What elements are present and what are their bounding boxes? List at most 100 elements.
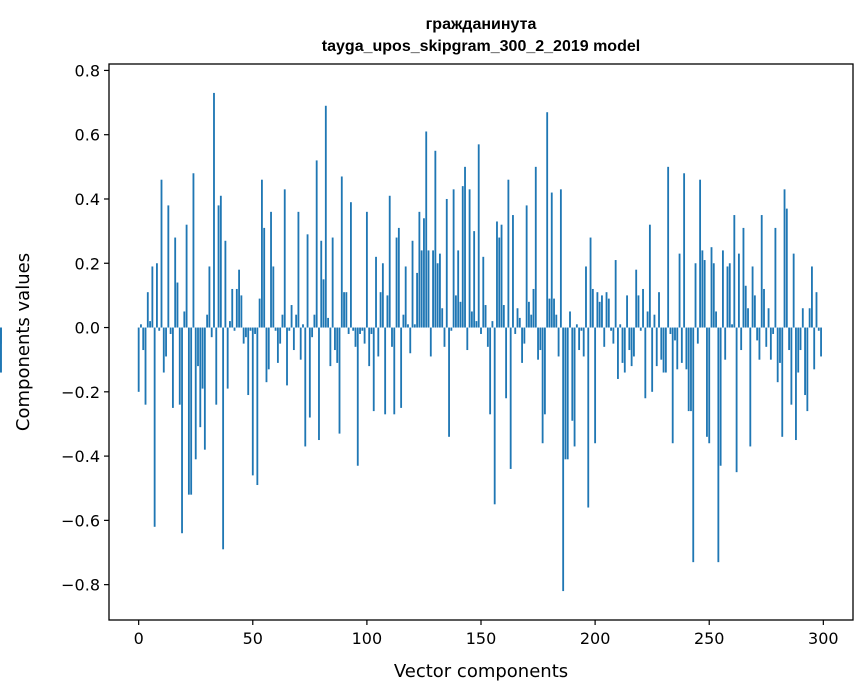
bar [779, 327, 781, 363]
bar [441, 308, 444, 328]
bar [450, 327, 453, 331]
bar [630, 327, 633, 367]
x-tick-label: 50 [243, 629, 263, 648]
bar [772, 327, 775, 334]
bar [208, 266, 211, 328]
bar [404, 266, 407, 328]
bar [461, 186, 464, 328]
bar [363, 327, 366, 344]
bar [724, 327, 727, 360]
bar [423, 218, 425, 328]
bar [151, 266, 154, 328]
bar [585, 266, 587, 328]
bar [288, 327, 291, 331]
bar [502, 305, 505, 328]
bar [658, 292, 660, 328]
bar [735, 327, 738, 473]
bar [377, 327, 380, 357]
bar [811, 266, 813, 328]
bar [562, 327, 565, 592]
bar [352, 327, 355, 331]
bar [167, 205, 170, 328]
bar [596, 292, 599, 328]
bar [137, 327, 140, 392]
bar [368, 327, 371, 367]
bar [706, 327, 708, 437]
bar [251, 327, 254, 476]
bar [473, 231, 476, 328]
bar [409, 327, 412, 354]
bar [217, 205, 220, 328]
bar [587, 327, 590, 508]
bar [733, 215, 736, 328]
bar [466, 327, 469, 351]
bar [710, 247, 713, 328]
bar [402, 314, 405, 328]
bar [553, 298, 555, 328]
bar [247, 327, 250, 396]
bar [199, 327, 202, 428]
bar [146, 292, 149, 328]
y-tick-label: −0.6 [61, 511, 100, 530]
bar [685, 327, 688, 370]
bar [548, 298, 551, 328]
x-tick-label: 250 [694, 629, 725, 648]
bar [514, 327, 517, 334]
bar [717, 327, 720, 563]
bar [781, 327, 784, 437]
bar [804, 327, 806, 396]
bar [457, 250, 460, 328]
y-tick-label: −0.2 [61, 383, 100, 402]
bar [486, 327, 489, 347]
bar [753, 295, 756, 328]
bar [395, 237, 398, 328]
bar [653, 314, 656, 328]
bar [411, 240, 414, 328]
bar [219, 195, 222, 328]
bar [722, 250, 724, 328]
bar [546, 112, 549, 328]
bar [270, 211, 272, 328]
bar [359, 327, 361, 334]
bar [607, 298, 610, 328]
bar [578, 327, 581, 351]
bar [573, 327, 576, 447]
bar [601, 295, 603, 328]
bar [543, 327, 546, 415]
bar [425, 131, 428, 328]
bar [0, 327, 2, 373]
bar [235, 288, 238, 328]
bar [482, 256, 485, 328]
x-tick-label: 0 [134, 629, 144, 648]
bar [381, 263, 384, 328]
bar [525, 205, 528, 328]
bar [468, 189, 471, 328]
bar [249, 327, 252, 331]
chart-subtitle: tayga_upos_skipgram_300_2_2019 model [322, 38, 640, 55]
bar [696, 327, 699, 344]
bar [201, 327, 204, 389]
bar [407, 324, 409, 328]
bar [582, 327, 585, 357]
bar [498, 237, 501, 328]
bar [190, 327, 193, 495]
y-tick-label: 0.2 [75, 254, 100, 273]
bar [635, 269, 638, 328]
bar [756, 327, 759, 341]
bar [532, 288, 535, 328]
bar [459, 301, 462, 328]
bar [790, 327, 793, 405]
bar [646, 311, 649, 328]
bar [379, 292, 382, 328]
bar [507, 179, 510, 328]
bar [464, 166, 466, 328]
bar [642, 288, 644, 328]
bar [343, 292, 345, 328]
bar [331, 237, 334, 328]
bar [530, 314, 533, 328]
bar [671, 327, 674, 444]
bar [370, 327, 373, 334]
bar [165, 327, 167, 357]
